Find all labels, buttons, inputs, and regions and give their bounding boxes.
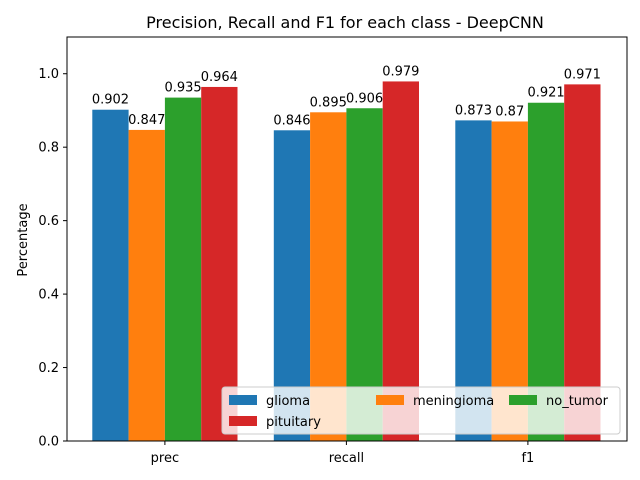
legend-label-meningioma: meningioma (413, 394, 494, 409)
data-label-glioma-f1: 0.873 (455, 103, 492, 118)
legend-swatch-no_tumor (509, 395, 537, 405)
data-label-pituitary-recall: 0.979 (382, 64, 419, 79)
x-tick-label-recall: recall (329, 451, 364, 466)
bar-meningioma-prec (128, 129, 165, 442)
legend-swatch-glioma (229, 395, 257, 405)
y-tick-label-2: 0.4 (38, 288, 59, 303)
legend-swatch-meningioma (376, 395, 404, 405)
bar-glioma-prec (92, 109, 129, 441)
legend-label-glioma: glioma (266, 394, 310, 409)
data-label-glioma-prec: 0.902 (92, 93, 129, 108)
data-label-no_tumor-f1: 0.921 (527, 86, 564, 101)
data-label-no_tumor-recall: 0.906 (346, 91, 383, 106)
bar-no_tumor-recall (346, 108, 383, 441)
x-tick-label-prec: prec (151, 451, 179, 466)
data-label-meningioma-f1: 0.87 (495, 104, 524, 119)
y-tick-label-4: 0.8 (38, 141, 59, 156)
data-label-no_tumor-prec: 0.935 (164, 81, 201, 96)
bar-pituitary-recall (382, 81, 419, 441)
y-tick-label-0: 0.0 (38, 435, 59, 450)
x-tick-label-f1: f1 (521, 451, 534, 466)
y-axis-label: Percentage (16, 203, 31, 276)
bar-meningioma-recall (310, 112, 347, 442)
plot-frame (66, 36, 628, 442)
legend-label-no_tumor: no_tumor (546, 394, 609, 409)
bar-no_tumor-prec (164, 97, 202, 441)
y-tick-label-1: 0.2 (38, 361, 59, 376)
legend: glioma meningioma no_tumor pituitary (221, 386, 621, 435)
data-label-glioma-recall: 0.846 (273, 113, 310, 128)
data-label-meningioma-recall: 0.895 (310, 95, 347, 110)
bar-no_tumor-f1 (527, 102, 565, 441)
y-tick-label-5: 1.0 (38, 67, 59, 82)
bar-pituitary-prec (201, 86, 238, 441)
y-tick-label-3: 0.6 (38, 214, 59, 229)
data-label-pituitary-f1: 0.971 (564, 67, 601, 82)
data-label-meningioma-prec: 0.847 (128, 113, 165, 128)
legend-swatch-pituitary (229, 416, 257, 426)
legend-label-pituitary: pituitary (266, 415, 321, 430)
axes-layer: prec recall f1 0.0 0.2 0.4 0.6 0.8 1.0 (38, 36, 628, 466)
data-label-pituitary-prec: 0.964 (201, 70, 238, 85)
bar-pituitary-f1 (564, 84, 601, 442)
chart-title: Precision, Recall and F1 for each class … (146, 13, 544, 32)
